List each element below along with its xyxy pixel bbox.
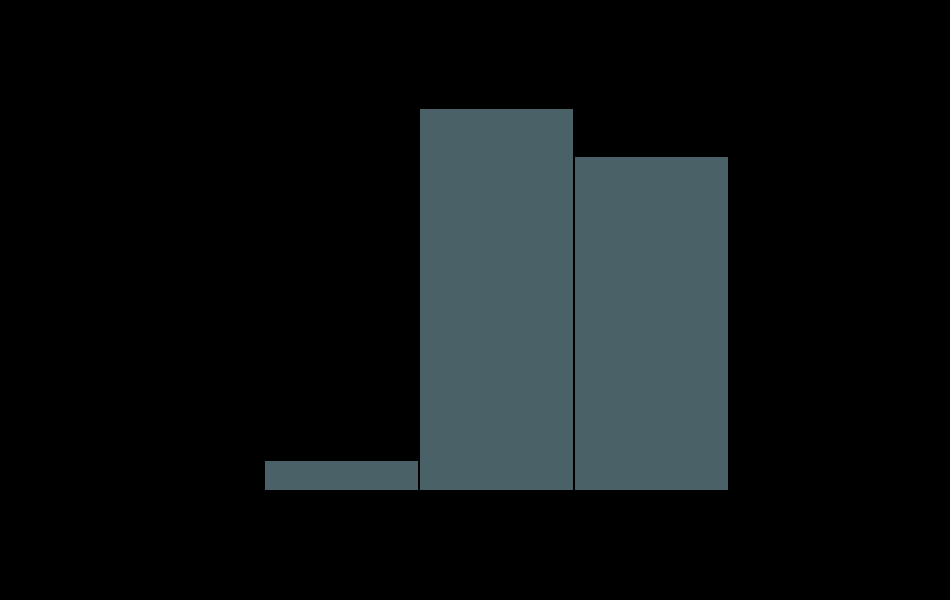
bar-2 [265, 461, 418, 490]
chart-canvas [0, 0, 950, 600]
bar-3 [420, 109, 573, 490]
bar-4 [575, 157, 728, 490]
